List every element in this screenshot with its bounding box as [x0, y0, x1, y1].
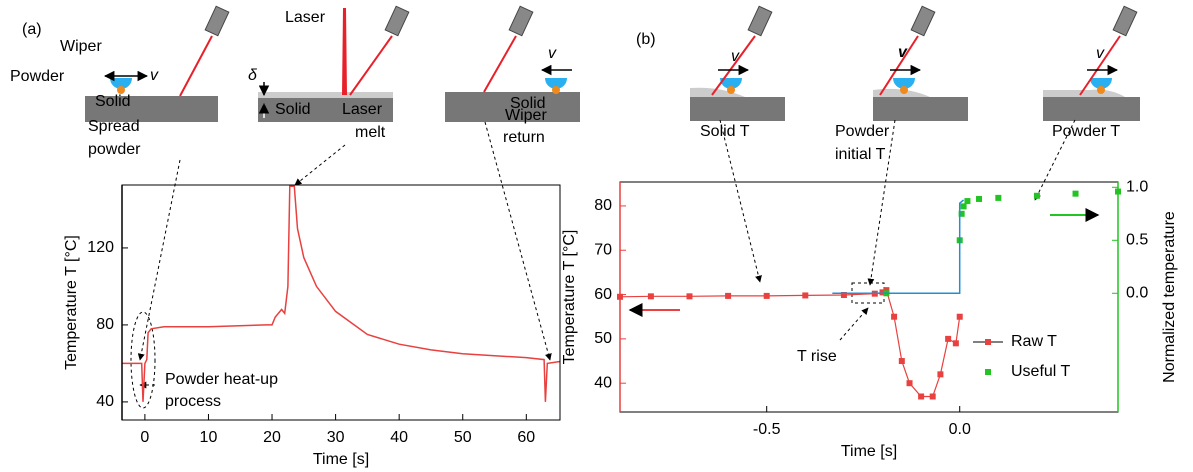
annotation: powder	[88, 141, 141, 158]
schematics	[85, 6, 1140, 408]
panel-label: (b)	[636, 31, 656, 48]
annotation: Solid	[275, 101, 311, 118]
marker	[976, 196, 982, 202]
x-tick-label: 10	[200, 429, 218, 446]
wiper	[545, 78, 567, 94]
x-tick-label: 50	[454, 429, 472, 446]
callout-arrow	[131, 120, 1075, 408]
marker	[686, 293, 692, 299]
annotation: Powder heat-up	[165, 371, 278, 388]
annotation: T rise	[797, 348, 837, 365]
x-tick-label: 40	[390, 429, 408, 446]
annotation: Powder	[10, 68, 65, 85]
marker	[764, 293, 770, 299]
marker	[930, 393, 936, 399]
x-tick-label: 30	[327, 429, 345, 446]
y-tick-label: 60	[594, 286, 612, 303]
y2-axis-label: Normalized temperature	[1161, 211, 1178, 383]
annotation: Wiper	[505, 107, 547, 124]
annotation: v	[731, 48, 740, 65]
marker	[937, 371, 943, 377]
annotation: Spread	[88, 118, 140, 135]
x-tick-label: 0.0	[949, 421, 971, 438]
marker	[964, 198, 970, 204]
marker	[995, 195, 1001, 201]
marker	[918, 393, 924, 399]
plate	[1043, 97, 1140, 121]
annotation: return	[503, 129, 545, 146]
annotation: v	[1096, 45, 1105, 62]
x-tick-label: 60	[517, 429, 535, 446]
x-tick-label: -0.5	[753, 421, 781, 438]
y-tick-label: 40	[594, 374, 612, 391]
panel-label: (a)	[22, 21, 42, 38]
annotation: Solid	[95, 93, 131, 110]
marker	[907, 380, 913, 386]
wiper	[110, 78, 132, 94]
annotation: Powder T	[1052, 123, 1120, 140]
x-tick-label: 20	[263, 429, 281, 446]
y-tick-label: 80	[594, 197, 612, 214]
legend-label: Useful T	[1011, 363, 1071, 380]
annotation: Powder	[835, 123, 890, 140]
marker	[725, 293, 731, 299]
annotation: v	[548, 45, 557, 62]
annotation: Laser	[285, 9, 326, 26]
marker	[961, 203, 967, 209]
annotation: Laser	[342, 101, 383, 118]
marker	[648, 293, 654, 299]
annotation: melt	[355, 124, 386, 141]
y-tick-label: 50	[594, 330, 612, 347]
y2-tick-label: 0.0	[1126, 285, 1148, 302]
y2-tick-label: 1.0	[1126, 179, 1148, 196]
y-tick-label: 120	[87, 239, 114, 256]
powder-layer	[258, 92, 393, 98]
y-tick-label: 40	[96, 393, 114, 410]
y-axis-label: Temperature T [°C]	[63, 235, 80, 370]
annotation: process	[165, 393, 221, 410]
legend-marker	[985, 369, 991, 375]
marker	[891, 314, 897, 320]
plate	[873, 97, 968, 121]
annotation: δ	[248, 67, 258, 84]
legend-label: Raw T	[1011, 333, 1057, 350]
marker	[953, 340, 959, 346]
annotation: Wiper	[60, 38, 102, 55]
marker	[1034, 193, 1040, 199]
annotation: v	[150, 67, 159, 84]
y2-tick-label: 0.5	[1126, 232, 1148, 249]
marker	[802, 292, 808, 298]
series-line	[832, 200, 963, 293]
figure: (a) 0 10 20 30 40 50 60 40 80 120 Time [s] Temperatu…	[0, 0, 1193, 472]
plate	[690, 97, 785, 121]
y-tick-label: 70	[594, 241, 612, 258]
laser-melt-beam	[342, 8, 347, 95]
legend-marker	[985, 339, 991, 345]
marker	[957, 314, 963, 320]
x-tick-label: 0	[140, 429, 149, 446]
annotation: v	[898, 44, 908, 61]
y-tick-label: 80	[96, 316, 114, 333]
marker	[899, 358, 905, 364]
series-line	[122, 186, 560, 402]
x-axis-label: Time [s]	[841, 443, 897, 460]
annotation: initial T	[835, 146, 886, 163]
marker	[945, 336, 951, 342]
marker	[1073, 191, 1079, 197]
x-axis-label: Time [s]	[313, 451, 369, 468]
y-axis-label: Temperature T [°C]	[561, 230, 578, 365]
annotation: Solid T	[700, 123, 750, 140]
